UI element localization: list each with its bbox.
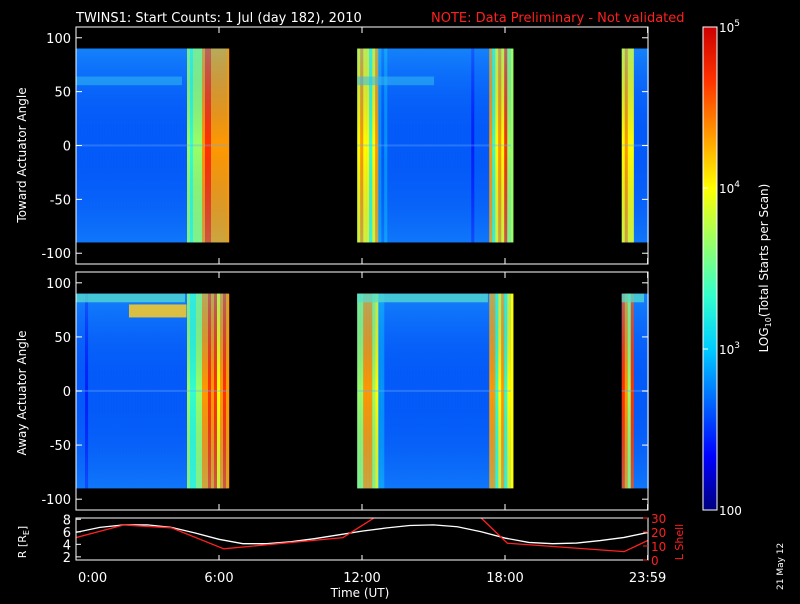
left-y-tick-label: 8	[63, 513, 71, 528]
colorbar-tick-label: 103	[719, 341, 740, 357]
y-tick-label: 0	[63, 385, 71, 400]
heat-column	[510, 48, 514, 243]
zero-stripe	[357, 389, 511, 392]
y-tick-label: -50	[50, 439, 71, 454]
colorbar-frame	[702, 26, 718, 511]
colorbar-gradient	[703, 27, 717, 510]
toward-y-axis-label: Toward Actuator Angle	[15, 87, 29, 223]
heat-band	[621, 293, 645, 303]
left-y-tick-label: 2	[63, 551, 71, 566]
x-tick-label: 23:59	[629, 571, 666, 586]
zero-stripe	[357, 144, 511, 147]
data-block-shade	[357, 293, 511, 489]
x-tick-label: 12:00	[343, 571, 380, 586]
colorbar-tick-label: 104	[719, 180, 740, 196]
colorbar: 105 104 103 100	[702, 19, 742, 518]
heat-column	[226, 48, 230, 243]
heat-band	[76, 293, 185, 303]
x-tick-label: 18:00	[486, 571, 523, 586]
y-tick-label: 100	[46, 277, 71, 292]
data-block	[357, 293, 514, 489]
away-heatmap-panel: 100 50 0 -50 -100	[41, 271, 649, 511]
x-axis-label: Time (UT)	[330, 586, 390, 600]
x-tick-label: 6:00	[204, 571, 233, 586]
right-y-tick-label: 30	[651, 512, 666, 526]
y-tick-label: 100	[46, 32, 71, 47]
orbit-panel-background	[76, 518, 648, 560]
orbit-left-axis-label: R [RE]	[16, 526, 31, 558]
colorbar-tick-label: 105	[719, 19, 740, 35]
zero-stripe	[621, 389, 648, 392]
toward-heatmap-panel: 100 50 0 -50 -100	[41, 26, 649, 265]
series-line-l-shell	[76, 518, 648, 553]
data-block	[76, 293, 230, 489]
right-y-tick-label: 10	[651, 540, 666, 554]
data-block-shade	[76, 293, 228, 489]
heat-band	[357, 293, 488, 303]
y-tick-label: 0	[63, 140, 71, 155]
data-block	[357, 48, 514, 243]
colorbar-tick-label: 100	[719, 504, 742, 518]
y-tick-label: -50	[50, 193, 71, 208]
zero-stripe	[76, 144, 228, 147]
heat-column	[226, 293, 230, 489]
y-tick-label: 50	[54, 331, 71, 346]
preliminary-note: NOTE: Data Preliminary - Not validated	[431, 11, 685, 26]
data-block	[76, 48, 230, 243]
away-y-axis-label: Away Actuator Angle	[15, 330, 29, 455]
heat-band	[357, 76, 435, 86]
zero-stripe	[76, 389, 228, 392]
heat-hotspot	[128, 304, 187, 318]
heat-band	[76, 76, 182, 86]
y-tick-label: 50	[54, 86, 71, 101]
left-y-tick-label: 4	[63, 538, 71, 553]
right-y-tick-label: 20	[651, 526, 666, 540]
orbit-right-axis-label: L Shell	[673, 524, 686, 560]
date-stamp: 21 May 12	[776, 543, 786, 590]
colorbar-label: LOG10(Total Starts per Scan)	[757, 184, 773, 353]
orbit-series	[76, 518, 648, 553]
heat-column	[510, 293, 514, 489]
x-tick-label: 0:00	[78, 571, 107, 586]
data-block	[621, 48, 649, 243]
y-tick-label: -100	[41, 247, 71, 262]
left-y-tick-label: 6	[63, 526, 71, 541]
chart-title: TWINS1: Start Counts: 1 Jul (day 182), 2…	[75, 11, 362, 26]
y-tick-label: -100	[41, 493, 71, 508]
right-y-tick-label: 0	[651, 554, 659, 568]
zero-stripe	[621, 144, 648, 147]
